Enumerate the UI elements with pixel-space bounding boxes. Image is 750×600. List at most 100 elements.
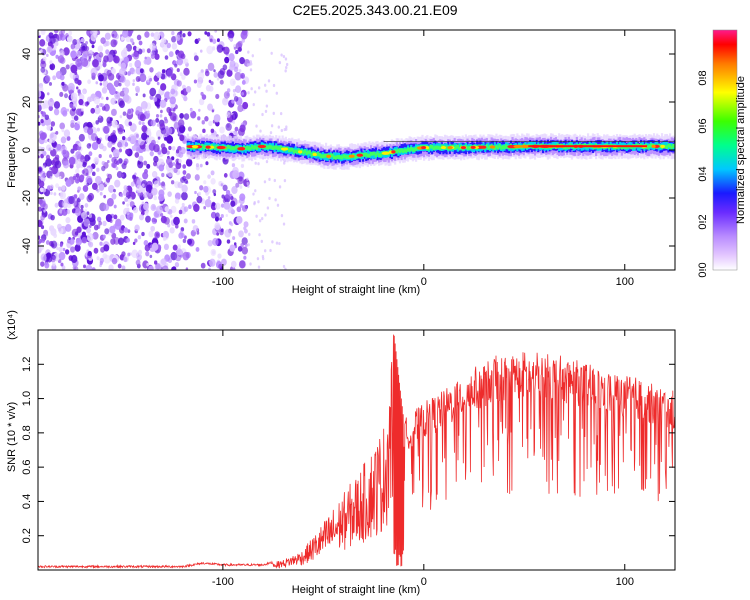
noise-speck: [119, 214, 125, 221]
noise-speck: [108, 264, 114, 270]
signal-hotspot: [425, 146, 430, 150]
noise-speck: [145, 137, 152, 144]
signal-hotspot: [588, 145, 591, 148]
noise-speck: [190, 110, 197, 119]
noise-speck: [39, 132, 47, 141]
noise-speck: [104, 32, 111, 40]
noise-speck: [241, 30, 248, 36]
signal-core: [466, 146, 469, 150]
noise-speck: [53, 30, 59, 34]
signal-core: [427, 146, 431, 151]
noise-speck: [119, 90, 125, 97]
noise-speck: [216, 44, 224, 53]
colorbar-tick-label: 0.2: [697, 214, 709, 229]
noise-speck: [141, 132, 148, 141]
signal-hotspot: [640, 145, 644, 148]
noise-speck: [137, 235, 142, 240]
noise-speck: [261, 216, 264, 221]
noise-speck: [135, 105, 143, 115]
signal-hotspot: [584, 145, 587, 148]
noise-speck: [78, 98, 84, 106]
noise-speck: [81, 57, 85, 62]
signal-hotspot: [644, 145, 648, 148]
noise-speck: [136, 177, 143, 186]
noise-speck: [232, 80, 236, 85]
noise-speck: [223, 173, 228, 178]
noise-speck: [52, 75, 57, 81]
noise-speck: [275, 91, 279, 95]
signal-core: [255, 146, 259, 150]
signal-hotspot: [566, 145, 569, 148]
noise-speck: [150, 53, 156, 60]
noise-speck: [166, 150, 170, 155]
signal-core: [336, 155, 339, 159]
spectrogram-xtick-label: -100: [212, 276, 234, 288]
noise-speck: [133, 207, 139, 214]
signal-hotspot: [534, 145, 537, 148]
noise-speck: [132, 82, 135, 86]
noise-speck: [200, 262, 206, 269]
noise-speck: [75, 50, 82, 58]
noise-speck: [183, 95, 188, 102]
noise-speck: [55, 131, 59, 135]
noise-speck: [84, 154, 91, 162]
noise-speck: [185, 158, 193, 167]
noise-speck: [194, 174, 200, 181]
noise-speck: [100, 96, 104, 100]
signal-core: [406, 147, 410, 152]
noise-speck: [65, 223, 72, 232]
noise-speck: [170, 214, 173, 218]
noise-speck: [251, 54, 255, 58]
noise-speck: [173, 167, 178, 174]
noise-speck: [87, 127, 94, 135]
noise-speck: [274, 198, 277, 202]
signal-band: [665, 141, 668, 149]
noise-speck: [150, 32, 155, 37]
noise-speck: [125, 95, 132, 104]
signal-core: [270, 145, 273, 150]
noise-speck: [238, 230, 244, 238]
signal-hotspot: [578, 145, 581, 148]
spectrogram-xlabel: Height of straight line (km): [292, 284, 420, 296]
noise-speck: [285, 65, 288, 70]
noise-speck: [93, 157, 100, 165]
noise-speck: [198, 191, 202, 196]
signal-core: [562, 145, 566, 150]
noise-speck: [203, 180, 207, 185]
noise-speck: [75, 173, 80, 179]
noise-speck: [60, 136, 67, 144]
signal-hotspot: [574, 145, 577, 148]
signal-core: [437, 145, 440, 150]
noise-speck: [153, 218, 157, 223]
noise-speck: [67, 82, 75, 92]
signal-hotspot: [298, 150, 303, 154]
signal-core: [316, 152, 320, 156]
snr-xtick-label: 100: [616, 576, 634, 588]
noise-speck: [143, 108, 147, 112]
noise-speck: [69, 103, 74, 109]
noise-speck: [264, 109, 268, 113]
colorbar-tick-label: 0.4: [697, 166, 709, 181]
noise-speck: [239, 203, 243, 208]
noise-speck: [82, 89, 86, 95]
noise-speck: [230, 222, 234, 227]
noise-speck: [166, 69, 174, 78]
noise-speck: [144, 244, 151, 252]
noise-speck: [55, 54, 59, 59]
noise-speck: [273, 178, 277, 183]
noise-speck: [129, 201, 135, 208]
noise-speck: [96, 104, 100, 109]
noise-speck: [104, 228, 110, 235]
noise-speck: [153, 97, 158, 102]
noise-speck: [234, 71, 242, 81]
noise-speck: [166, 157, 173, 166]
noise-speck: [139, 68, 144, 74]
noise-speck: [93, 247, 99, 254]
noise-speck: [114, 221, 122, 230]
noise-speck: [149, 87, 157, 97]
noise-speck: [109, 219, 113, 224]
signal-core: [252, 145, 255, 150]
noise-speck: [109, 225, 116, 234]
noise-speck: [105, 49, 110, 55]
signal-core: [337, 154, 341, 159]
